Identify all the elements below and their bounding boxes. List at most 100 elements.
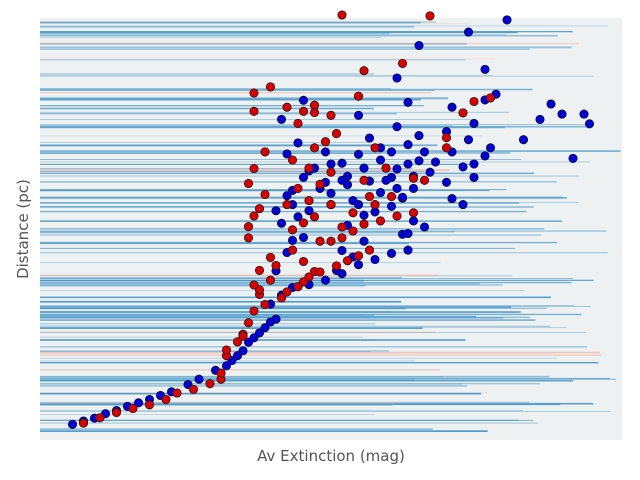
red-point [441, 133, 452, 143]
blue-point [326, 159, 336, 169]
blue-point [282, 191, 292, 201]
red-point [359, 175, 369, 185]
blue-point [408, 183, 419, 193]
blue-point [463, 27, 474, 37]
red-point [238, 331, 248, 341]
blue-point [584, 119, 595, 129]
red-point [249, 88, 259, 98]
blue-point [480, 151, 490, 161]
blue-point [375, 155, 386, 165]
red-point [331, 129, 342, 139]
blue-point [568, 153, 578, 163]
red-point [419, 175, 430, 185]
blue-point [370, 254, 380, 265]
blue-point [271, 314, 281, 324]
blue-point [414, 131, 424, 141]
red-point [128, 403, 138, 414]
blue-point [419, 222, 430, 232]
red-point [364, 245, 375, 255]
blue-point [287, 235, 298, 245]
blue-point [392, 183, 402, 193]
blue-point [298, 232, 309, 243]
red-point [375, 216, 386, 226]
red-point [205, 379, 215, 389]
blue-point [480, 64, 490, 74]
blue-point [403, 228, 413, 239]
blue-point [557, 109, 567, 119]
red-point [392, 211, 402, 221]
red-point [337, 233, 347, 243]
red-point [271, 260, 281, 271]
blue-point [419, 147, 430, 157]
red-point [172, 388, 182, 398]
blue-point [298, 172, 309, 182]
red-point [337, 10, 347, 20]
red-point [425, 11, 435, 21]
blue-point [425, 167, 435, 177]
red-point [370, 200, 380, 210]
red-point [260, 299, 270, 310]
red-point [282, 200, 292, 210]
red-point [249, 211, 259, 221]
blue-point [386, 147, 397, 157]
red-point [342, 256, 353, 266]
blue-point [579, 109, 589, 119]
red-point [469, 96, 479, 107]
blue-point [414, 40, 424, 51]
red-point [254, 265, 265, 275]
red-point [249, 106, 259, 116]
red-point [249, 280, 259, 290]
red-point [216, 368, 226, 378]
red-point [458, 108, 468, 118]
red-point [315, 236, 325, 246]
blue-point [458, 200, 468, 210]
red-point [326, 167, 336, 177]
blue-point [458, 162, 468, 172]
red-point [265, 252, 276, 262]
blue-point [353, 260, 364, 270]
red-point [287, 245, 298, 255]
red-point [243, 233, 254, 243]
blue-point [463, 135, 474, 145]
blue-point [403, 140, 413, 150]
red-point [309, 212, 320, 222]
plot-area [40, 10, 622, 440]
blue-point [260, 323, 270, 333]
red-point [188, 384, 199, 394]
red-point [265, 275, 276, 285]
red-point [111, 407, 122, 418]
blue-point [304, 206, 314, 216]
blue-point [375, 187, 386, 198]
blue-point [381, 175, 391, 185]
blue-point [348, 196, 358, 206]
red-point [348, 226, 358, 236]
red-point [326, 200, 336, 210]
blue-point [298, 95, 309, 105]
red-point [485, 93, 496, 103]
blue-point [386, 248, 397, 258]
blue-point [408, 216, 419, 226]
blue-point [364, 133, 375, 143]
blue-point [326, 188, 336, 198]
red-point [309, 107, 320, 118]
background-lines [40, 21, 621, 433]
red-point [304, 163, 314, 173]
red-point [304, 196, 314, 206]
red-point [249, 306, 259, 316]
red-point [243, 222, 254, 232]
blue-point [133, 398, 144, 408]
red-point [254, 204, 265, 214]
blue-point [414, 156, 424, 166]
blue-point [392, 73, 402, 83]
blue-point [535, 114, 545, 124]
red-point [287, 155, 298, 165]
red-point [408, 208, 419, 218]
blue-point [469, 172, 479, 182]
blue-point [293, 212, 303, 222]
blue-point [447, 194, 457, 204]
red-point [331, 261, 342, 271]
blue-point [353, 110, 364, 120]
red-point [232, 337, 243, 347]
red-point [315, 267, 325, 277]
